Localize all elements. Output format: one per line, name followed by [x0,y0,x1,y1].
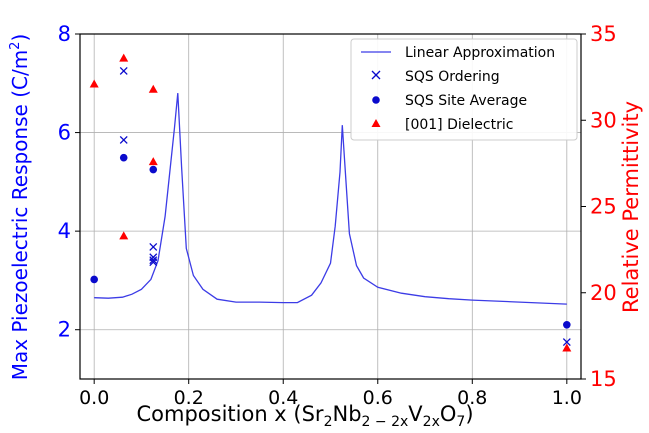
sqs-ordering-point [149,256,158,265]
sqs-ordering-point [119,67,128,75]
sqs-ordering-stroke [119,67,128,75]
sqs-site-average-point [90,275,98,284]
sqs-ordering-stroke [119,136,128,144]
legend-triangle-marker [371,119,381,127]
legend-x-marker [371,70,381,80]
sqs-ordering-stroke [562,338,571,346]
sqs-site-average-point [149,165,158,174]
x-tick-label: 0.8 [457,387,487,409]
x-tick-label: 0.6 [363,387,393,409]
sqs-site-average-point [119,153,128,162]
sqs-ordering-stroke [149,242,158,251]
y-right-axis-label: Relative Permittivity [619,101,643,313]
sqs-ordering-point [149,258,158,267]
y-left-axis-label: Max Piezoelectric Response (C/m2) [8,34,32,381]
dielectric-point [119,53,129,62]
x-axis-label: Composition x (Sr2Nb2 − 2xV2xO7) [136,402,473,430]
sqs-ordering-stroke [149,258,158,267]
x-tick-label: 0.4 [268,387,298,409]
dielectric-point [89,79,99,88]
dielectric-point [148,84,158,93]
legend: Linear Approximation SQS Ordering SQS Si… [350,38,578,141]
legend-circle-marker [372,96,380,104]
y-right-tick-label: 35 [590,22,617,46]
y-left-tick-label: 2 [58,318,71,342]
sqs-site-average-point [563,320,571,329]
dielectric-point [562,343,572,352]
y-left-tick-label: 6 [58,121,71,145]
plot-area [89,53,572,352]
series-line-linear-approximation [94,93,567,305]
dielectric-point [148,157,158,166]
legend-label-sqs-site-average: SQS Site Average [405,93,527,109]
y-right-tick-label: 20 [590,281,617,305]
y-left-tick-label: 4 [58,219,71,243]
y-right-tick-label: 25 [590,195,617,219]
x-tick-label: 1.0 [552,387,582,409]
x-ticks: 0.0 0.2 0.4 0.6 0.8 1.0 [79,379,582,409]
x-tick-label: 0.2 [174,387,204,409]
sqs-ordering-stroke [149,256,158,265]
legend-box [350,38,578,141]
legend-label-dielectric: [001] Dielectric [405,117,513,133]
y-right-ticks: 15 20 25 30 35 [581,22,617,391]
x-tick-label: 0.0 [79,387,109,409]
y-left-tick-label: 8 [58,22,71,46]
sqs-ordering-point [149,242,158,251]
sqs-ordering-point [562,338,571,346]
legend-label-linear: Linear Approximation [405,45,555,61]
sqs-ordering-point [119,136,128,144]
y-right-tick-label: 30 [590,108,617,132]
y-left-ticks: 2 4 6 8 [58,22,80,342]
y-right-tick-label: 15 [590,367,617,391]
legend-label-sqs-ordering: SQS Ordering [405,69,500,85]
dielectric-point [119,231,129,240]
